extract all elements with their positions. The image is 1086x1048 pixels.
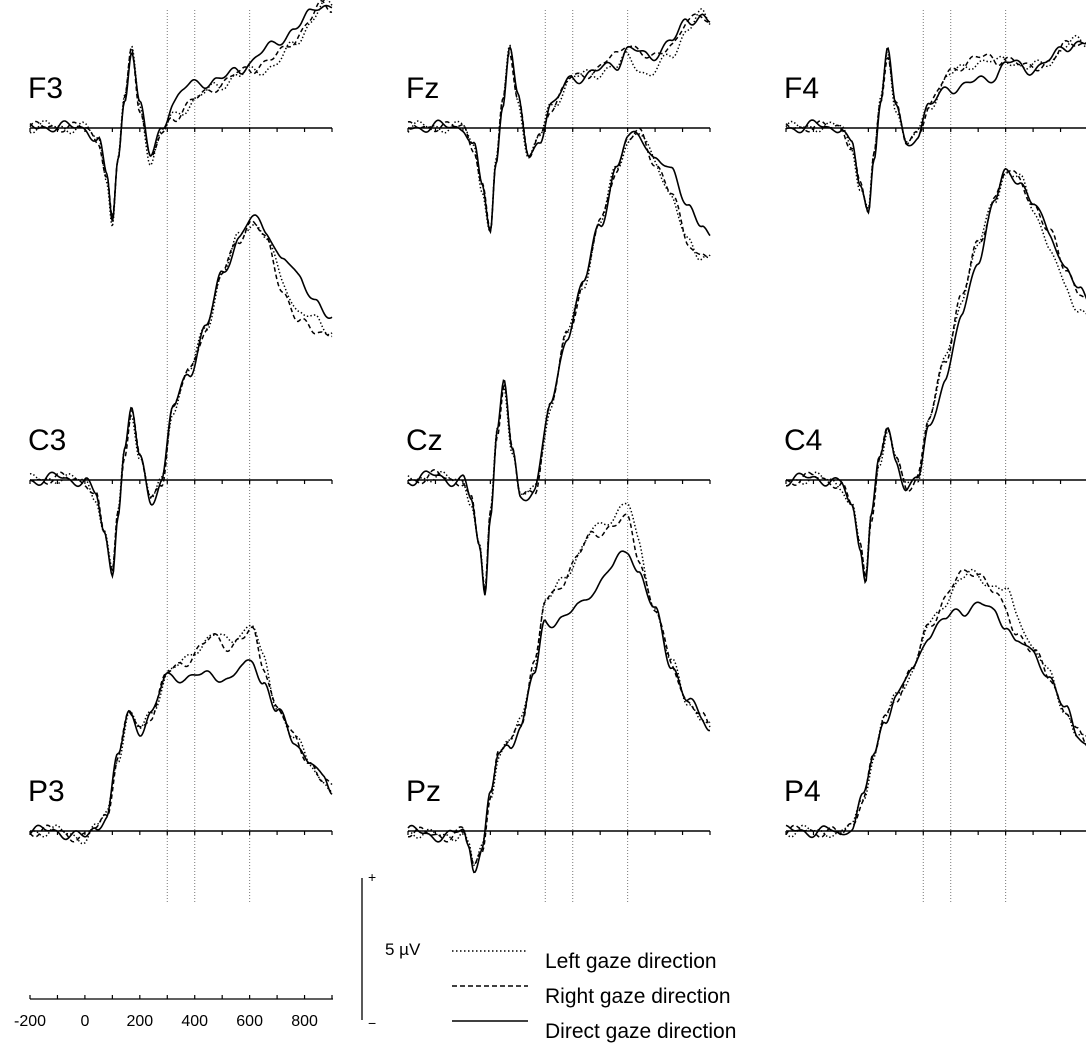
electrode-label-cz: Cz (406, 424, 443, 457)
time-tick-label: -200 (14, 1013, 46, 1030)
left-gaze-trace (407, 502, 711, 867)
direct-gaze-trace (29, 214, 333, 580)
right-gaze-trace (407, 127, 711, 591)
electrode-label-p4: P4 (784, 775, 821, 808)
time-tick-label: 400 (181, 1013, 208, 1030)
electrode-label-f3: F3 (28, 72, 63, 105)
right-gaze-trace (29, 219, 333, 573)
erp-panels: F3 Fz F4 C3 Cz C4 P3 Pz P4 (28, 0, 1086, 874)
vertical-markers (166, 10, 1007, 903)
right-gaze-trace (785, 39, 1086, 215)
electrode-label-p3: P3 (28, 775, 65, 808)
legend-label-left: Left gaze direction (545, 950, 717, 973)
time-axis: -200 0 200 400 600 800 (14, 995, 333, 1030)
time-axis-ticks: -200 0 200 400 600 800 (14, 995, 333, 1030)
left-gaze-trace (29, 0, 333, 227)
right-gaze-trace (407, 513, 711, 866)
scale-plus: + (368, 869, 376, 885)
left-gaze-trace (29, 624, 333, 845)
direct-gaze-trace (407, 550, 711, 874)
electrode-label-c4: C4 (784, 424, 822, 457)
right-gaze-trace (29, 0, 333, 218)
legend-label-right: Right gaze direction (545, 985, 731, 1008)
electrode-label-f4: F4 (784, 72, 819, 105)
direct-gaze-trace (29, 659, 333, 841)
panel-pz: Pz (406, 502, 711, 874)
direct-gaze-trace (407, 13, 711, 235)
time-tick-label: 600 (236, 1013, 263, 1030)
left-gaze-trace (785, 171, 1086, 577)
time-tick-label: 0 (80, 1013, 89, 1030)
legend-label-direct: Direct gaze direction (545, 1020, 736, 1043)
panel-c3: C3 (28, 214, 333, 580)
left-gaze-trace (407, 133, 711, 590)
direct-gaze-trace (785, 40, 1086, 215)
left-gaze-trace (785, 34, 1086, 211)
electrode-label-pz: Pz (406, 775, 441, 808)
direct-gaze-trace (785, 167, 1086, 585)
right-gaze-trace (785, 169, 1086, 578)
panel-p4: P4 (784, 568, 1086, 839)
time-tick-label: 200 (126, 1013, 153, 1030)
scale-label: 5 µV (385, 940, 421, 959)
direct-gaze-trace (785, 601, 1086, 839)
direct-gaze-trace (29, 4, 333, 222)
electrode-label-fz: Fz (406, 72, 439, 105)
panel-fz: Fz (406, 8, 711, 235)
left-gaze-trace (407, 8, 711, 234)
direct-gaze-trace (407, 130, 711, 596)
left-gaze-trace (29, 223, 333, 573)
panel-c4: C4 (784, 167, 1086, 585)
panel-p3: P3 (28, 624, 333, 845)
left-gaze-trace (785, 568, 1086, 839)
amplitude-scale: + − 5 µV (361, 869, 421, 1031)
scale-minus: − (368, 1015, 376, 1031)
right-gaze-trace (407, 13, 711, 235)
legend: Left gaze direction Right gaze direction… (452, 950, 736, 1043)
electrode-label-c3: C3 (28, 424, 66, 457)
panel-f4: F4 (784, 34, 1086, 215)
panel-cz: Cz (406, 127, 711, 596)
right-gaze-trace (29, 626, 333, 843)
panel-f3: F3 (28, 0, 333, 227)
time-tick-label: 800 (291, 1013, 318, 1030)
right-gaze-trace (785, 569, 1086, 839)
